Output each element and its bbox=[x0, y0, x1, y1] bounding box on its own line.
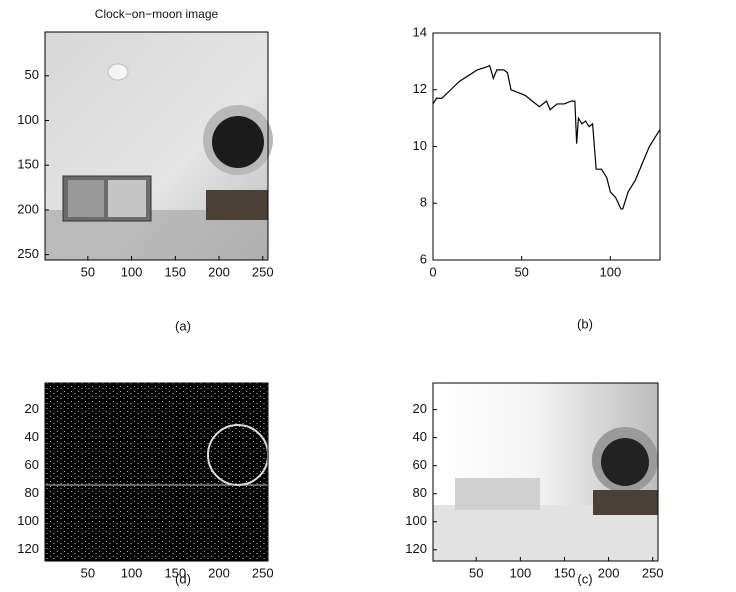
x-tick-label: 200 bbox=[208, 565, 230, 580]
x-tick-label: 50 bbox=[469, 565, 483, 580]
caption: (c) bbox=[577, 571, 592, 586]
x-tick-label: 50 bbox=[81, 565, 95, 580]
image-c bbox=[433, 383, 658, 561]
y-tick-label: 20 bbox=[413, 401, 427, 416]
y-tick-label: 100 bbox=[17, 513, 39, 528]
y-tick-label: 80 bbox=[25, 485, 39, 500]
y-tick-label: 120 bbox=[405, 541, 427, 556]
x-tick-label: 100 bbox=[121, 264, 143, 279]
y-tick-label: 60 bbox=[413, 457, 427, 472]
axes-frame bbox=[432, 32, 661, 261]
y-tick-label: 60 bbox=[25, 457, 39, 472]
image-a bbox=[45, 32, 273, 260]
y-tick-label: 120 bbox=[17, 541, 39, 556]
y-tick-label: 150 bbox=[17, 157, 39, 172]
x-tick-label: 200 bbox=[598, 565, 620, 580]
caption: (a) bbox=[175, 318, 191, 333]
caption: (b) bbox=[577, 316, 593, 331]
y-tick-label: 100 bbox=[17, 112, 39, 127]
x-tick-label: 150 bbox=[554, 565, 576, 580]
axes-frame bbox=[44, 382, 269, 562]
y-tick-label: 10 bbox=[413, 138, 427, 153]
x-tick-label: 150 bbox=[164, 565, 186, 580]
y-tick-label: 6 bbox=[420, 251, 427, 266]
x-tick-label: 100 bbox=[599, 264, 621, 279]
x-tick-label: 100 bbox=[510, 565, 532, 580]
y-tick-label: 80 bbox=[413, 485, 427, 500]
x-tick-label: 150 bbox=[164, 264, 186, 279]
x-tick-label: 0 bbox=[429, 264, 436, 279]
x-tick-label: 250 bbox=[642, 565, 664, 580]
caption: (d) bbox=[175, 571, 191, 586]
y-tick-label: 12 bbox=[413, 81, 427, 96]
y-tick-label: 100 bbox=[405, 513, 427, 528]
y-tick-label: 20 bbox=[25, 401, 39, 416]
x-tick-label: 50 bbox=[81, 264, 95, 279]
y-tick-label: 250 bbox=[17, 246, 39, 261]
line bbox=[432, 64, 661, 210]
axes-frame bbox=[44, 31, 269, 261]
y-tick-label: 40 bbox=[413, 429, 427, 444]
x-tick-label: 100 bbox=[121, 565, 143, 580]
x-tick-label: 250 bbox=[252, 264, 274, 279]
y-tick-label: 200 bbox=[17, 201, 39, 216]
x-tick-label: 50 bbox=[514, 264, 528, 279]
y-tick-label: 50 bbox=[25, 67, 39, 82]
x-tick-label: 250 bbox=[252, 565, 274, 580]
y-tick-label: 14 bbox=[413, 24, 427, 39]
image-d bbox=[45, 383, 269, 561]
y-tick-label: 8 bbox=[420, 195, 427, 210]
x-tick-label: 200 bbox=[208, 264, 230, 279]
chart-title: Clock−on−moon image bbox=[95, 7, 219, 21]
y-tick-label: 40 bbox=[25, 429, 39, 444]
axes-frame bbox=[432, 382, 659, 562]
